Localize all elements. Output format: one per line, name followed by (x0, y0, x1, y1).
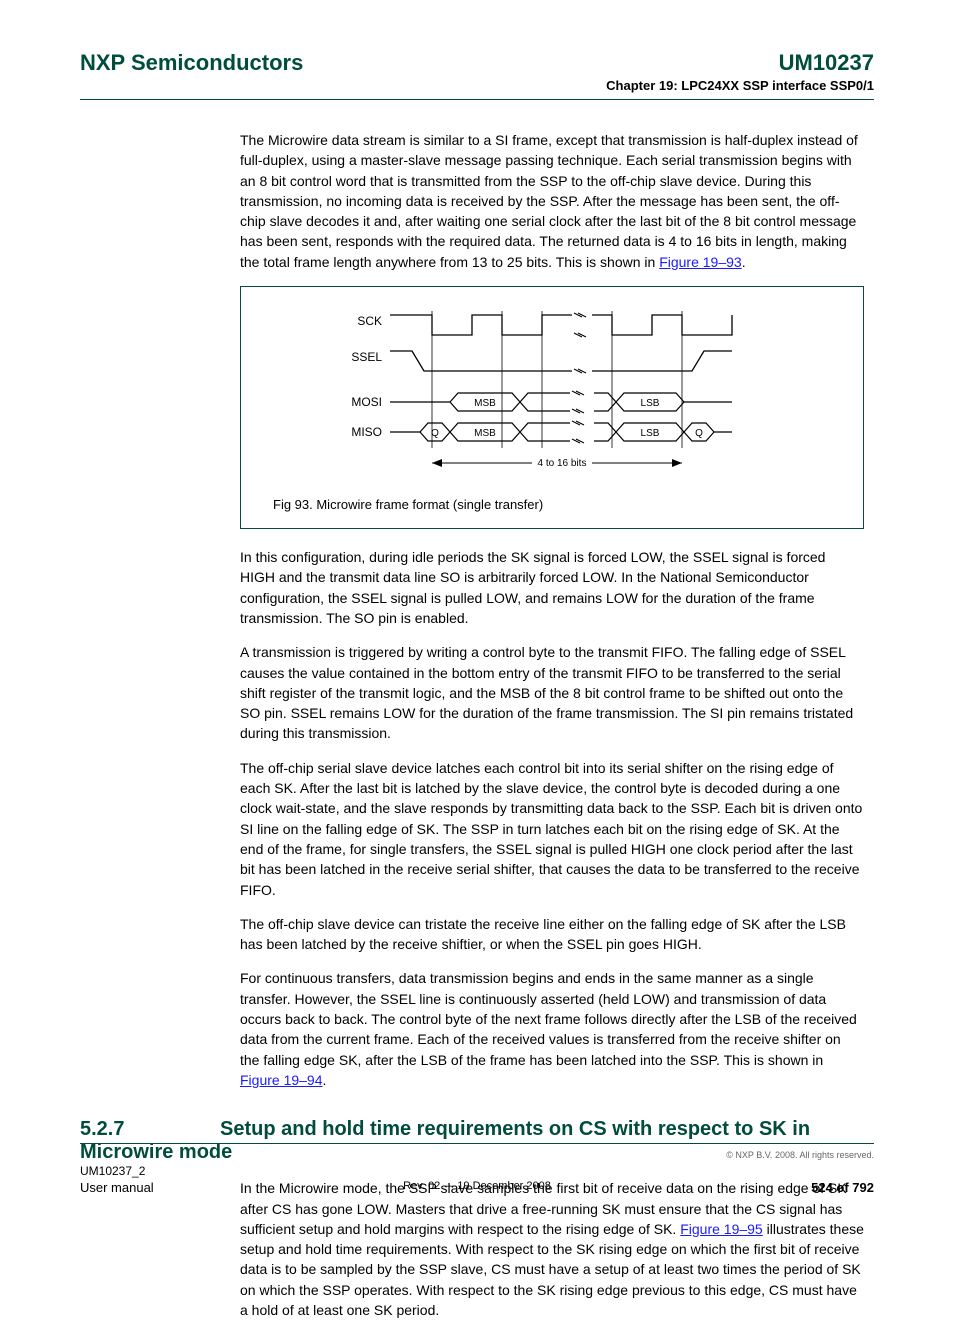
page-header: NXP Semiconductors UM10237 Chapter 19: L… (80, 50, 874, 100)
mosi-msb-text: MSB (474, 398, 496, 409)
fig-link-94[interactable]: Figure 19–94 (240, 1072, 323, 1088)
page: NXP Semiconductors UM10237 Chapter 19: L… (0, 0, 954, 1235)
miso-break (572, 421, 584, 443)
fig-link-93a[interactable]: Figure 19–93 (659, 254, 742, 270)
sck-wave (390, 315, 732, 335)
range-arrow-r (672, 459, 682, 467)
footer-doc-id: UM10237_2 (80, 1164, 220, 1178)
intro-text: The Microwire data stream is similar to … (240, 132, 858, 270)
header-right-block: UM10237 Chapter 19: LPC24XX SSP interfac… (606, 50, 874, 93)
ssel-break (574, 369, 586, 373)
para-2: A transmission is triggered by writing a… (240, 642, 864, 743)
header-company: NXP Semiconductors (80, 50, 303, 76)
sck-break (574, 313, 586, 337)
para-3: The off-chip serial slave device latches… (240, 758, 864, 900)
label-miso: MISO (351, 425, 382, 439)
header-chapter: Chapter 19: LPC24XX SSP interface SSP0/1 (606, 78, 874, 93)
body: The Microwire data stream is similar to … (240, 130, 864, 1320)
label-ssel: SSEL (351, 350, 382, 364)
mosi-lsb-text: LSB (641, 398, 660, 409)
para-5: For continuous transfers, data transmiss… (240, 968, 864, 1090)
miso-lsb-text: LSB (641, 428, 660, 439)
para-5-text: For continuous transfers, data transmiss… (240, 970, 857, 1067)
footer-rev: Rev. 02 — 19 December 2008 (220, 1180, 734, 1195)
footer-manual: User manual (80, 1180, 220, 1195)
footer-row: UM10237_2 (80, 1164, 874, 1178)
miso-q1-text: Q (431, 428, 439, 439)
timing-diagram: SCK SSEL MOSI MSB (312, 303, 792, 493)
figure-93: SCK SSEL MOSI MSB (240, 286, 864, 529)
intro-tail: . (742, 254, 746, 270)
ssel-wave (390, 351, 732, 371)
page-footer: © NXP B.V. 2008. All rights reserved. UM… (80, 1143, 874, 1195)
footer-row-2: User manual Rev. 02 — 19 December 2008 5… (80, 1180, 874, 1195)
intro-paragraph: The Microwire data stream is similar to … (240, 130, 864, 272)
miso-q2-text: Q (695, 428, 703, 439)
para-4: The off-chip slave device can tristate t… (240, 914, 864, 955)
footer-rule (80, 1143, 874, 1144)
header-doc-id: UM10237 (606, 50, 874, 76)
mosi-break (572, 391, 584, 413)
fig-link-95[interactable]: Figure 19–95 (680, 1221, 763, 1237)
range-label: 4 to 16 bits (538, 458, 587, 469)
mosi-mid (520, 393, 616, 411)
label-mosi: MOSI (351, 395, 382, 409)
miso-mid (520, 423, 616, 441)
range-arrow-l (432, 459, 442, 467)
microwire-setup-para: In the Microwire mode, the SSP slave sam… (240, 1178, 864, 1320)
figure-caption: Fig 93. Microwire frame format (single t… (273, 497, 833, 512)
section-number: 5.2.7 (80, 1118, 220, 1141)
label-sck: SCK (357, 314, 382, 328)
footer-copyright: © NXP B.V. 2008. All rights reserved. (80, 1150, 874, 1160)
footer-page: 524 of 792 (734, 1180, 874, 1195)
miso-msb-text: MSB (474, 428, 496, 439)
para-1: In this configuration, during idle perio… (240, 547, 864, 628)
